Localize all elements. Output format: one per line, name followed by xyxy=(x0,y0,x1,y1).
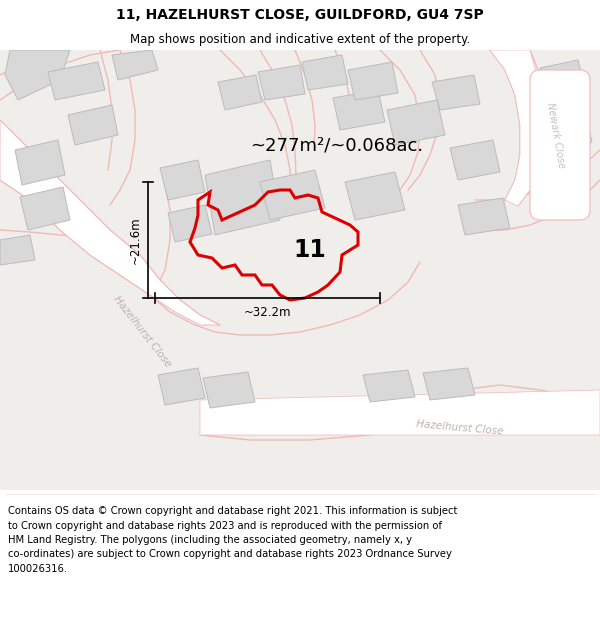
Polygon shape xyxy=(200,390,600,435)
Polygon shape xyxy=(345,172,405,220)
Polygon shape xyxy=(538,178,585,215)
Polygon shape xyxy=(218,75,262,110)
Text: Newark Close: Newark Close xyxy=(545,101,567,169)
Text: Map shows position and indicative extent of the property.: Map shows position and indicative extent… xyxy=(130,32,470,46)
Polygon shape xyxy=(15,140,65,185)
Text: ~21.6m: ~21.6m xyxy=(129,216,142,264)
Text: 11: 11 xyxy=(293,238,326,262)
Polygon shape xyxy=(0,235,35,265)
Polygon shape xyxy=(48,62,105,100)
Polygon shape xyxy=(258,65,305,100)
Polygon shape xyxy=(423,368,475,400)
Polygon shape xyxy=(333,90,385,130)
Polygon shape xyxy=(450,140,500,180)
Polygon shape xyxy=(68,105,118,145)
Polygon shape xyxy=(302,55,348,90)
FancyBboxPatch shape xyxy=(530,70,590,220)
Polygon shape xyxy=(363,370,415,402)
Polygon shape xyxy=(432,75,480,110)
Polygon shape xyxy=(5,50,70,100)
Polygon shape xyxy=(387,100,445,145)
Polygon shape xyxy=(540,60,585,95)
Polygon shape xyxy=(548,112,592,150)
Text: 11, HAZELHURST CLOSE, GUILDFORD, GU4 7SP: 11, HAZELHURST CLOSE, GUILDFORD, GU4 7SP xyxy=(116,8,484,22)
Polygon shape xyxy=(205,160,280,235)
Polygon shape xyxy=(260,170,325,220)
Text: Contains OS data © Crown copyright and database right 2021. This information is : Contains OS data © Crown copyright and d… xyxy=(8,506,457,574)
Text: Hazelhurst Close: Hazelhurst Close xyxy=(111,294,173,369)
Polygon shape xyxy=(168,205,212,242)
Polygon shape xyxy=(112,50,158,80)
Polygon shape xyxy=(0,50,600,490)
Text: ~32.2m: ~32.2m xyxy=(244,306,291,319)
Polygon shape xyxy=(203,372,255,408)
Text: Hazelhurst Close: Hazelhurst Close xyxy=(416,419,504,437)
Polygon shape xyxy=(20,187,70,230)
Polygon shape xyxy=(348,62,398,100)
Polygon shape xyxy=(490,50,545,206)
Polygon shape xyxy=(458,198,510,235)
Polygon shape xyxy=(0,120,220,325)
Polygon shape xyxy=(158,368,205,405)
Polygon shape xyxy=(160,160,205,200)
Text: ~277m²/~0.068ac.: ~277m²/~0.068ac. xyxy=(250,136,423,154)
